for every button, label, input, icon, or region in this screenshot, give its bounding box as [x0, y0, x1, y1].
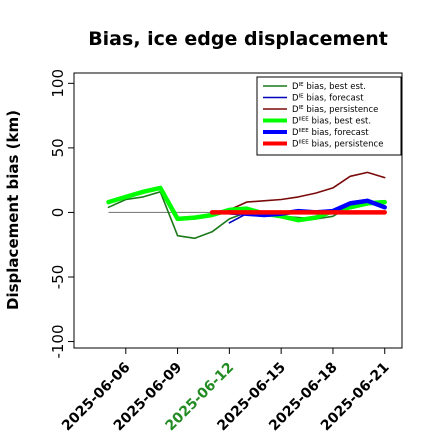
legend-label-2: DIE bias, persistence: [292, 105, 378, 115]
legend-label-3: DIIEE bias, best est.: [292, 117, 371, 127]
legend: DIE bias, best est. DIE bias, forecastDIE…: [256, 76, 402, 156]
series-line-2: [211, 171, 386, 214]
legend-label-0: DIE bias, best est.: [292, 82, 366, 92]
chart-title: Bias, ice edge displacement: [88, 28, 388, 50]
legend-label-5: DIIEE bias, persistence: [292, 140, 383, 150]
y-tick-label-0: -100: [49, 325, 67, 359]
plot-frame: [73, 72, 403, 349]
y-tick-label-1: -50: [49, 265, 67, 290]
legend-label-1: DIE bias, forecast: [292, 94, 364, 104]
y-tick-label-3: 50: [49, 138, 67, 157]
legend-label-4: DIIEE bias, forecast: [292, 128, 369, 138]
y-tick-label-4: 100: [49, 69, 67, 98]
y-tick-label-2: 0: [49, 208, 67, 218]
y-axis-label: Displacement bias (km): [4, 110, 22, 310]
plot-layer: [106, 171, 387, 240]
